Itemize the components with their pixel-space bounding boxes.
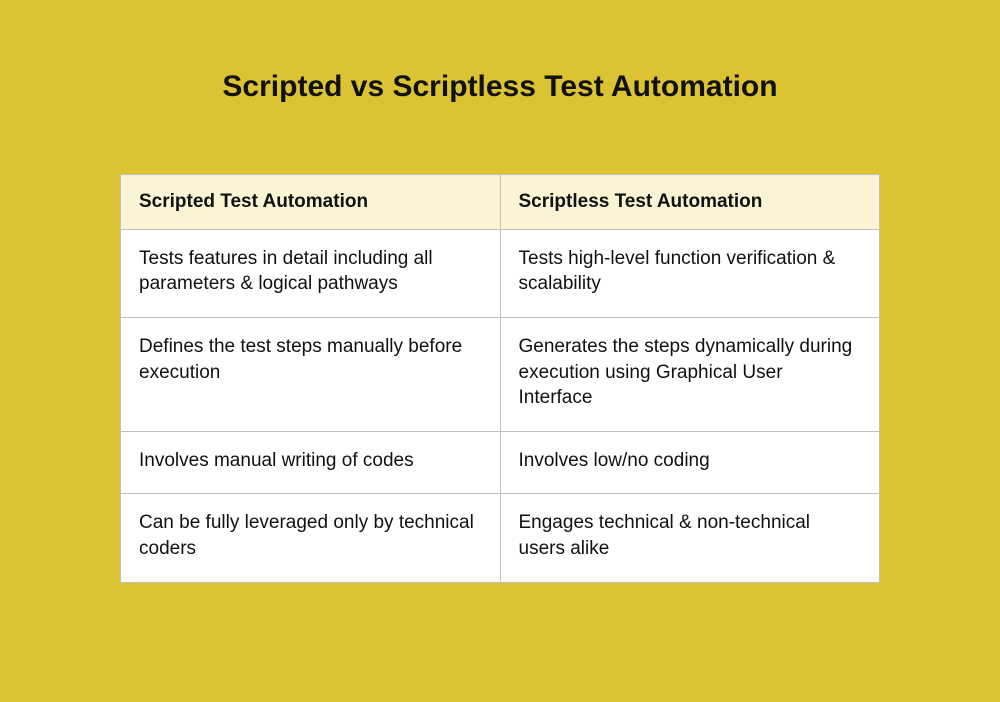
- table-cell: Involves low/no coding: [500, 431, 880, 494]
- table-cell: Tests high-level function verification &…: [500, 229, 880, 317]
- comparison-table: Scripted Test Automation Scriptless Test…: [120, 174, 880, 583]
- table-row: Defines the test steps manually before e…: [121, 317, 880, 431]
- table-cell: Defines the test steps manually before e…: [121, 317, 501, 431]
- column-header-scriptless: Scriptless Test Automation: [500, 175, 880, 230]
- table-cell: Tests features in detail including all p…: [121, 229, 501, 317]
- table-cell: Can be fully leveraged only by technical…: [121, 494, 501, 582]
- table-row: Tests features in detail including all p…: [121, 229, 880, 317]
- table-row: Can be fully leveraged only by technical…: [121, 494, 880, 582]
- table-cell: Generates the steps dynamically during e…: [500, 317, 880, 431]
- table-cell: Involves manual writing of codes: [121, 431, 501, 494]
- page-title: Scripted vs Scriptless Test Automation: [222, 70, 777, 104]
- table-cell: Engages technical & non-technical users …: [500, 494, 880, 582]
- table-row: Involves manual writing of codes Involve…: [121, 431, 880, 494]
- column-header-scripted: Scripted Test Automation: [121, 175, 501, 230]
